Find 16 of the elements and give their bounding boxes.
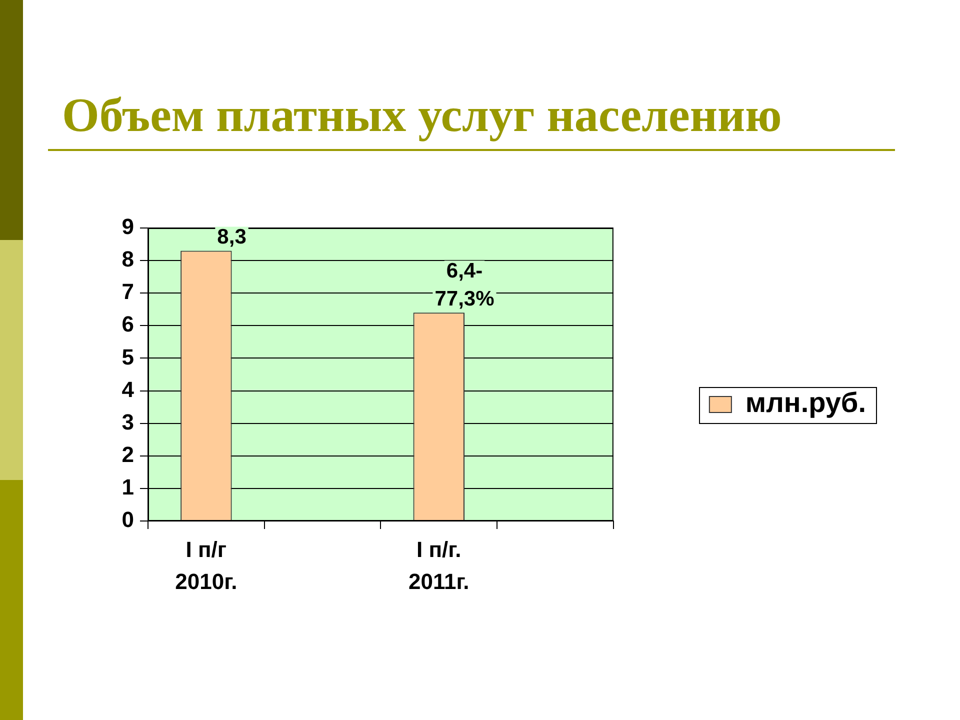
y-tick-label: 5 xyxy=(122,344,134,370)
data-label: 8,3 xyxy=(217,226,246,249)
y-tick-label: 0 xyxy=(122,507,134,532)
y-tick-label: 3 xyxy=(122,409,134,434)
y-tick-label: 6 xyxy=(122,312,134,337)
x-tick-label: I п/г 2010г. xyxy=(175,537,238,594)
y-tick-label: 9 xyxy=(122,214,134,240)
y-tick-label: 8 xyxy=(122,246,134,272)
y-tick-label: 4 xyxy=(122,376,135,402)
x-tick-label: I п/г. 2011г. xyxy=(408,537,470,594)
y-tick-label: 2 xyxy=(122,442,134,467)
data-label: 6,4-77,3% xyxy=(434,259,495,310)
chart-title: Объем платных услуг населению xyxy=(62,88,782,144)
y-tick-label: 7 xyxy=(122,279,134,304)
y-tick-label: 1 xyxy=(122,474,134,500)
legend-label: млн.руб. xyxy=(745,387,866,418)
